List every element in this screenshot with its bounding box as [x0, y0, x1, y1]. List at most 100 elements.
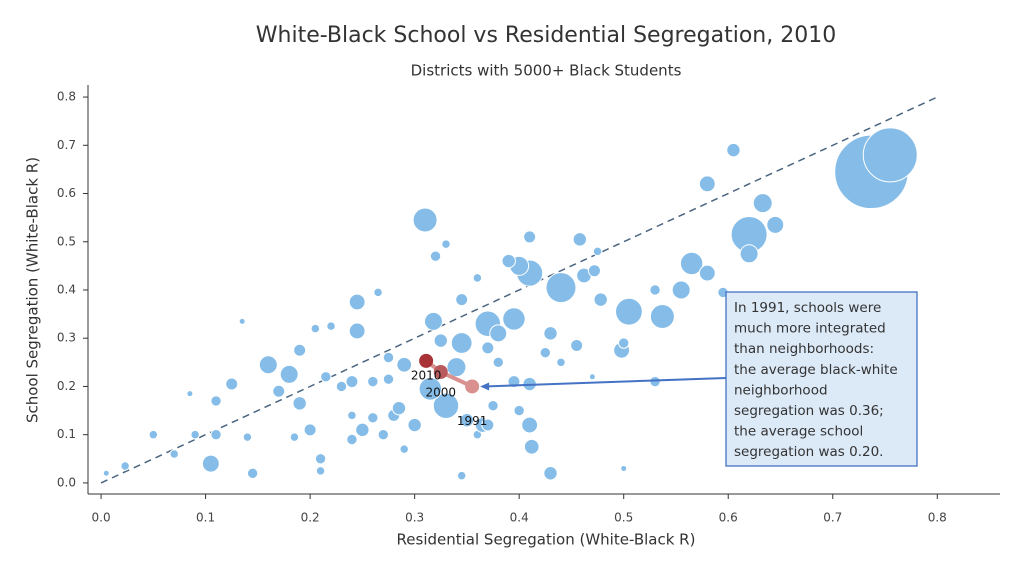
- bubble: [310, 323, 321, 334]
- bubble: [315, 466, 326, 476]
- trend-point: [433, 364, 448, 379]
- annotation-text: segregation was 0.20.: [734, 444, 883, 460]
- bubble: [570, 338, 584, 352]
- bubble: [620, 464, 628, 472]
- annotation-arrow: [484, 377, 727, 388]
- bubble: [456, 470, 467, 481]
- x-tick-label: 0.3: [405, 511, 424, 525]
- bubble: [320, 371, 332, 383]
- trend-point: [465, 379, 480, 394]
- bubble: [481, 418, 495, 432]
- bubble: [292, 396, 307, 411]
- y-tick-label: 0.7: [57, 138, 76, 152]
- bubble: [433, 333, 448, 348]
- bubble: [289, 432, 300, 442]
- y-tick-label: 0.0: [57, 475, 76, 489]
- x-tick-label: 0.0: [92, 511, 111, 525]
- bubble: [102, 469, 110, 477]
- trend-label: 2010: [411, 368, 442, 382]
- bubble: [396, 356, 413, 373]
- bubble: [186, 390, 194, 398]
- bubble: [862, 127, 918, 183]
- x-tick-label: 0.4: [510, 511, 529, 525]
- arrow-head: [480, 382, 490, 391]
- bubble: [303, 423, 317, 437]
- bubble: [201, 454, 220, 473]
- x-tick-label: 0.5: [614, 511, 633, 525]
- trend-point: [419, 353, 434, 368]
- bubble: [258, 355, 278, 375]
- x-tick-label: 0.6: [719, 511, 738, 525]
- bubble: [501, 253, 516, 269]
- bubble: [450, 332, 473, 354]
- bubble: [492, 356, 504, 369]
- bubble: [679, 251, 704, 276]
- bubble: [587, 264, 601, 278]
- bubble: [382, 351, 395, 364]
- bubble: [698, 175, 716, 193]
- bubble: [523, 230, 537, 244]
- bubble: [348, 293, 366, 311]
- bubble: [279, 364, 299, 384]
- bubble: [441, 239, 451, 249]
- annotation-text: the average black-white: [734, 362, 898, 378]
- y-tick-label: 0.1: [57, 427, 76, 441]
- bubble: [615, 297, 643, 326]
- bubble: [382, 373, 395, 385]
- bubble: [487, 400, 499, 412]
- bubble: [355, 422, 370, 438]
- x-tick-label: 0.7: [823, 511, 842, 525]
- y-tick-label: 0.2: [57, 379, 76, 393]
- x-tick-label: 0.1: [196, 511, 215, 525]
- bubble: [752, 193, 773, 214]
- bubble: [399, 444, 409, 454]
- bubble: [572, 232, 588, 247]
- bubble: [429, 250, 442, 262]
- bubble: [545, 272, 577, 304]
- y-tick-label: 0.4: [57, 282, 76, 296]
- bubble: [412, 207, 438, 233]
- bubble: [293, 343, 307, 357]
- bubble: [649, 284, 661, 296]
- x-tick-label: 0.2: [301, 511, 320, 525]
- bubble: [391, 400, 407, 416]
- bubble: [418, 377, 443, 401]
- x-axis-label: Residential Segregation (White-Black R): [397, 531, 696, 549]
- bubble: [489, 324, 508, 343]
- bubble: [543, 466, 558, 481]
- bubble: [190, 429, 200, 440]
- bubble: [377, 428, 389, 441]
- bubble: [367, 375, 379, 388]
- annotation-text: In 1991, schools were: [734, 300, 881, 316]
- bubble: [225, 377, 239, 391]
- bubble: [502, 307, 526, 331]
- bubble: [367, 412, 379, 424]
- bubble: [446, 357, 467, 378]
- bubble: [326, 321, 336, 331]
- y-tick-label: 0.6: [57, 186, 76, 200]
- bubble: [472, 273, 483, 283]
- bubble: [618, 337, 630, 349]
- bubble: [272, 384, 286, 398]
- bubble: [120, 461, 130, 471]
- bubble: [698, 264, 716, 282]
- bubble: [432, 392, 460, 419]
- trend-label: 1991: [457, 414, 488, 428]
- bubble: [210, 428, 222, 441]
- chart-title: White-Black School vs Residential Segreg…: [256, 23, 836, 48]
- bubble: [246, 467, 259, 479]
- bubble: [423, 311, 443, 331]
- bubble: [459, 412, 475, 428]
- bubble: [242, 432, 253, 442]
- bubble: [346, 433, 358, 446]
- x-tick-label: 0.8: [928, 511, 947, 525]
- bubble: [348, 322, 366, 340]
- reference-line: [100, 96, 938, 484]
- annotation-box: [725, 291, 918, 467]
- trend-label: 2000: [426, 385, 457, 399]
- bubble: [373, 287, 383, 298]
- bubble: [523, 438, 540, 455]
- bubble: [345, 375, 359, 389]
- bubble: [455, 293, 469, 307]
